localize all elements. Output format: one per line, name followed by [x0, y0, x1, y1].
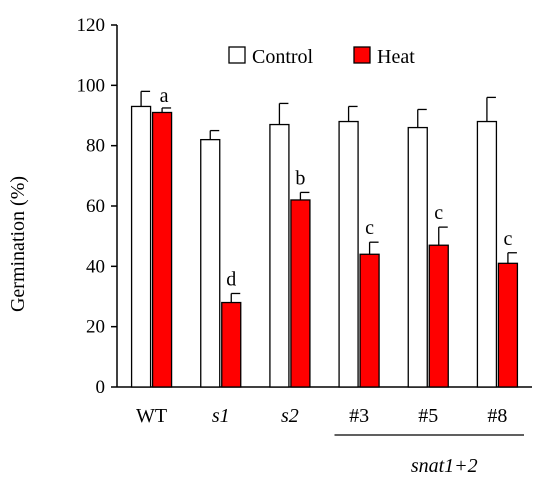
bar-control — [130, 105, 152, 388]
y-tick-label: 20 — [86, 317, 105, 338]
y-tick-label: 60 — [86, 196, 105, 217]
x-tick-label: #3 — [349, 405, 369, 427]
significance-label: d — [226, 268, 236, 290]
axes-layer: 0 20 40 60 80 100 120 WT s1 s2 #3 #5 #8 snat1+2 — [77, 15, 532, 477]
bar-heat — [221, 301, 242, 388]
bar-control — [407, 126, 428, 388]
significance-label: b — [295, 167, 305, 189]
y-axis-label: Germination (%) — [7, 176, 29, 312]
x-tick-label: s1 — [212, 405, 230, 427]
bar-heat — [151, 111, 173, 388]
x-tick-label: #8 — [487, 405, 507, 427]
error-bars-layer — [140, 90, 517, 303]
bar-heat — [359, 253, 380, 388]
bars-layer — [130, 105, 519, 388]
significance-label: c — [434, 202, 443, 224]
bar-heat — [497, 262, 519, 388]
group-label: snat1+2 — [411, 455, 478, 477]
y-tick-label: 40 — [86, 256, 105, 277]
bar-heat — [290, 199, 311, 388]
y-tick-label: 120 — [77, 15, 106, 36]
significance-label: c — [503, 228, 512, 250]
x-tick-label: WT — [136, 405, 167, 427]
legend: Control Heat — [228, 46, 415, 68]
y-tick-label: 100 — [77, 75, 106, 96]
significance-label: a — [160, 85, 169, 107]
significance-label: c — [365, 217, 374, 239]
y-tick-label: 0 — [96, 377, 106, 398]
bar-control — [476, 120, 498, 388]
bar-control — [200, 138, 221, 388]
legend-label-control: Control — [252, 46, 314, 68]
x-tick-label: #5 — [418, 405, 438, 427]
bar-heat — [428, 244, 449, 388]
x-tick-label: s2 — [281, 405, 299, 427]
legend-swatch-heat — [353, 46, 371, 64]
legend-label-heat: Heat — [377, 46, 415, 68]
legend-swatch-control — [228, 46, 246, 64]
annotations-layer: a d b c c c — [160, 85, 513, 291]
bar-control — [269, 123, 290, 388]
bar-control — [338, 120, 359, 388]
y-tick-label: 80 — [86, 136, 105, 157]
